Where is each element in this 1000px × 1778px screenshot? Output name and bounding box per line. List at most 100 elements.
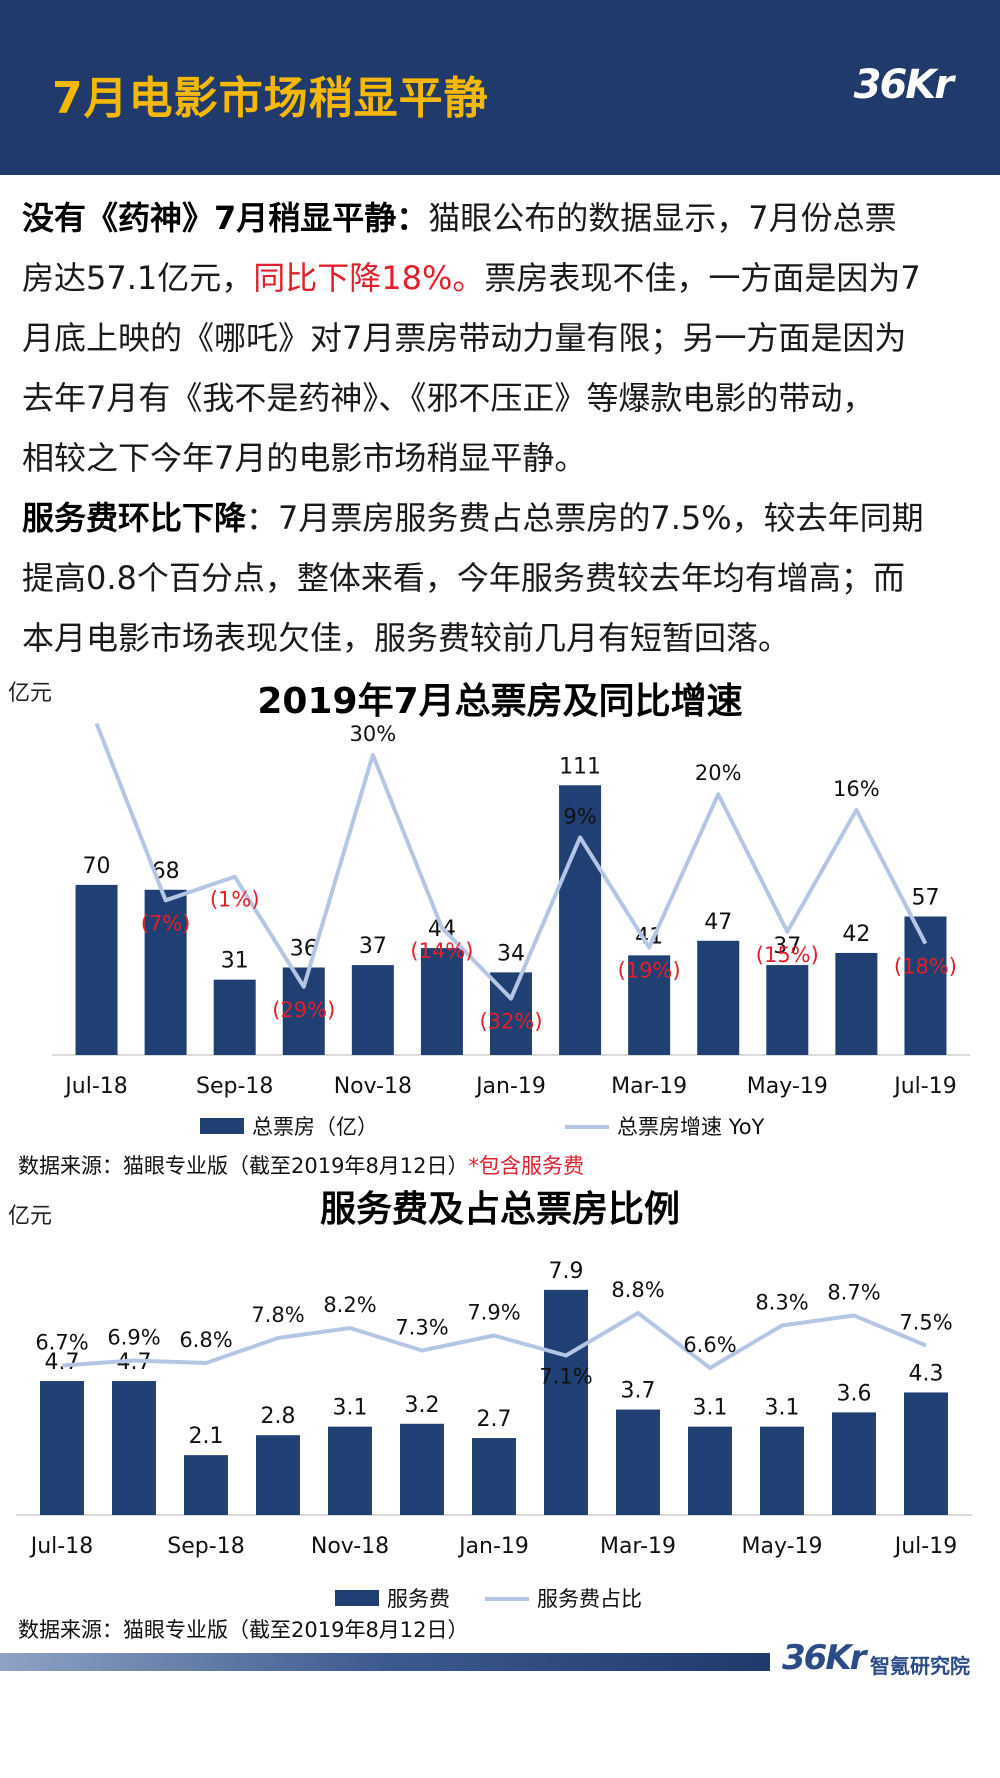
paragraph-2-line-3: 本月电影市场表现欠佳，服务费较前几月有短暂回落。 (22, 619, 791, 657)
x-tick-label: Mar-19 (600, 1534, 676, 1559)
chart1-unit-label: 亿元 (8, 681, 53, 706)
bar (835, 952, 878, 1055)
bar-value-label: 111 (559, 754, 601, 779)
chart1-title: 2019年7月总票房及同比增速 (257, 681, 743, 722)
legend-bar-label: 服务费 (387, 1587, 450, 1611)
bar-value-label: 2.7 (477, 1407, 512, 1432)
paragraph-2-line-1: 服务费环比下降：7月票房服务费占总票房的7.5%，较去年同期 (22, 488, 982, 548)
line-value-label: 7.1% (539, 1365, 592, 1389)
bar-value-label: 3.1 (693, 1396, 728, 1421)
line-value-label: 8.8% (611, 1278, 664, 1302)
legend-bar-swatch (335, 1590, 379, 1606)
bar-value-label: 4.7 (45, 1350, 80, 1375)
brand-logo-text: 36Kr (853, 62, 954, 108)
paragraph-1-line-1: 没有《药神》7月稍显平静：猫眼公布的数据显示，7月份总票 (22, 188, 982, 248)
chart1-source-note: *包含服务费 (468, 1154, 585, 1178)
bar-value-label: 4.3 (909, 1361, 944, 1386)
bar (328, 1426, 372, 1515)
bar (472, 1438, 516, 1515)
x-tick-label: Nov-18 (334, 1074, 412, 1099)
line-value-label: 7.5% (899, 1311, 952, 1335)
line-value-label: 6.7% (35, 1331, 88, 1355)
line-value-label: 7.8% (251, 1303, 304, 1327)
x-tick-label: Sep-18 (196, 1074, 273, 1099)
line-value-label: (7%) (141, 911, 191, 935)
footer-brand-name: 智氪研究院 (870, 1654, 970, 1678)
x-tick-label: May-19 (747, 1074, 828, 1099)
chart1-source: 数据来源：猫眼专业版（截至2019年8月12日）*包含服务费 (18, 1150, 584, 1180)
bar-value-label: 31 (221, 949, 249, 974)
line-value-label: (15%) (756, 943, 819, 967)
x-tick-label: Sep-18 (167, 1534, 244, 1559)
bar-value-label: 42 (842, 922, 870, 947)
x-tick-label: Jan-19 (457, 1534, 529, 1559)
line-value-label: 8.7% (827, 1281, 880, 1305)
bar (559, 785, 602, 1055)
paragraph-1-text: 猫眼公布的数据显示，7月份总票 (428, 199, 897, 237)
bar (832, 1412, 876, 1515)
legend-line-label: 服务费占比 (537, 1587, 642, 1611)
line-value-label: (29%) (272, 998, 335, 1022)
bar (351, 965, 394, 1055)
bar-value-label: 3.1 (333, 1396, 368, 1421)
line-value-label: (19%) (618, 958, 681, 982)
bar-value-label: 3.7 (621, 1379, 656, 1404)
bar (112, 1381, 156, 1515)
line-value-label: 7.3% (395, 1316, 448, 1340)
brand-logo: 36Kr (853, 62, 954, 108)
bar-value-label: 2.8 (261, 1404, 296, 1429)
bar-value-label: 3.2 (405, 1393, 440, 1418)
bar-value-label: 2.1 (189, 1424, 224, 1449)
x-tick-label: Mar-19 (611, 1074, 687, 1099)
paragraph-1-line-4: 去年7月有《我不是药神》、《邪不压正》等爆款电影的带动， (22, 379, 875, 417)
paragraph-1: 没有《药神》7月稍显平静：猫眼公布的数据显示，7月份总票 房达57.1亿元，同比… (22, 188, 982, 488)
x-tick-label: May-19 (741, 1534, 822, 1559)
chart1-source-text: 数据来源：猫眼专业版（截至2019年8月12日） (18, 1154, 469, 1178)
x-tick-label: Nov-18 (311, 1534, 389, 1559)
bar (697, 940, 740, 1055)
line-value-label: 16% (833, 777, 880, 801)
paragraph-2: 服务费环比下降：7月票房服务费占总票房的7.5%，较去年同期 提高0.8个百分点… (22, 488, 982, 668)
bar-value-label: 57 (911, 885, 939, 910)
paragraph-1-lead: 没有《药神》7月稍显平静： (22, 199, 429, 237)
x-tick-label: Jul-19 (893, 1534, 957, 1559)
highlight-decline: 同比下降18%。 (253, 259, 485, 297)
line-value-label: 8.3% (755, 1291, 808, 1315)
legend-bar-swatch (200, 1118, 244, 1134)
service-fee-chart: 4.7 4.72.12.8 3.1 3.22.77.93.73.1 3.13.64.36… (16, 1259, 972, 1611)
page-title: 7月电影市场稍显平静 (52, 73, 489, 124)
legend-bar-label: 总票房（亿） (252, 1115, 378, 1139)
bar (616, 1409, 660, 1515)
line-value-label: 20% (695, 761, 742, 785)
line-value-label: 9% (563, 804, 596, 828)
bar (766, 965, 809, 1055)
chart2-unit-label: 亿元 (8, 1204, 53, 1229)
legend-line-label: 总票房增速 YoY (617, 1115, 765, 1139)
paragraph-2-text: ：7月票房服务费占总票房的7.5%，较去年同期 (246, 499, 924, 537)
bar (760, 1426, 804, 1515)
bar-value-label: 70 (83, 854, 111, 879)
bar-value-label: 37 (773, 934, 801, 959)
bar-value-label: 3.1 (765, 1396, 800, 1421)
bar (144, 889, 187, 1055)
line-value-label: 30% (350, 722, 397, 746)
paragraph-1-line-2: 房达57.1亿元，同比下降18%。票房表现不佳，一方面是因为7 (22, 248, 982, 308)
bar (688, 1426, 732, 1515)
bar (75, 884, 118, 1055)
box-office-chart: 70683136374434111414737425738%(7%)(1%)(2… (52, 722, 970, 1139)
line-value-label: 6.9% (107, 1326, 160, 1350)
paragraph-1-line-5: 相较之下今年7月的电影市场稍显平静。 (22, 439, 587, 477)
paragraph-1-text: 房达57.1亿元， (22, 259, 254, 297)
bar-value-label: 34 (497, 941, 525, 966)
bar (400, 1423, 444, 1515)
bar-value-label: 47 (704, 910, 732, 935)
bar (420, 948, 463, 1055)
footer-bar (0, 1653, 770, 1671)
line-value-label: (14%) (410, 939, 473, 963)
line-value-label: (32%) (479, 1010, 542, 1034)
bar (904, 916, 947, 1055)
bar (213, 979, 256, 1055)
x-tick-label: Jan-19 (474, 1074, 546, 1099)
paragraph-2-lead: 服务费环比下降 (22, 499, 247, 537)
bar (40, 1381, 84, 1515)
